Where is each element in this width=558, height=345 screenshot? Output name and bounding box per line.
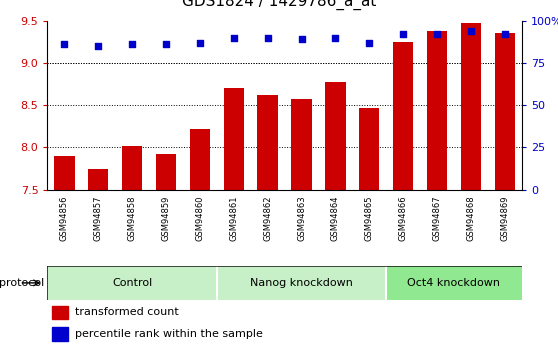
- Bar: [359, 108, 379, 190]
- Text: GSM94869: GSM94869: [501, 196, 509, 241]
- Text: Nanog knockdown: Nanog knockdown: [250, 278, 353, 288]
- Text: transformed count: transformed count: [75, 307, 179, 317]
- Bar: [427, 31, 447, 190]
- Point: [297, 37, 306, 42]
- Bar: [54, 156, 75, 190]
- Text: GSM94864: GSM94864: [331, 196, 340, 241]
- Bar: [47, 266, 217, 300]
- Bar: [325, 81, 345, 190]
- Text: GSM94857: GSM94857: [94, 196, 103, 241]
- Text: Oct4 knockdown: Oct4 knockdown: [407, 278, 501, 288]
- Text: percentile rank within the sample: percentile rank within the sample: [75, 329, 263, 339]
- Bar: [494, 33, 515, 190]
- Text: GSM94863: GSM94863: [297, 196, 306, 241]
- Point: [365, 40, 374, 46]
- Text: GDS1824 / 1429786_a_at: GDS1824 / 1429786_a_at: [182, 0, 376, 10]
- Bar: [291, 99, 312, 190]
- Text: protocol: protocol: [0, 278, 45, 288]
- Text: GSM94867: GSM94867: [432, 196, 441, 241]
- Bar: [88, 169, 108, 190]
- Bar: [122, 146, 142, 190]
- Point: [128, 42, 137, 47]
- Bar: [224, 88, 244, 190]
- Point: [229, 35, 238, 40]
- Point: [195, 40, 204, 46]
- Point: [263, 35, 272, 40]
- Bar: [190, 129, 210, 190]
- Bar: [217, 266, 386, 300]
- Bar: [156, 154, 176, 190]
- Point: [60, 42, 69, 47]
- Text: GSM94866: GSM94866: [398, 196, 408, 241]
- Point: [331, 35, 340, 40]
- Point: [398, 31, 407, 37]
- Bar: [52, 327, 68, 341]
- Text: Control: Control: [112, 278, 152, 288]
- Text: GSM94856: GSM94856: [60, 196, 69, 241]
- Bar: [393, 42, 413, 190]
- Text: GSM94868: GSM94868: [466, 196, 475, 241]
- Bar: [52, 306, 68, 319]
- Text: GSM94862: GSM94862: [263, 196, 272, 241]
- Point: [162, 42, 171, 47]
- Point: [501, 31, 509, 37]
- Bar: [386, 266, 522, 300]
- Point: [466, 28, 475, 33]
- Text: GSM94860: GSM94860: [195, 196, 204, 241]
- Point: [432, 31, 441, 37]
- Text: GSM94858: GSM94858: [128, 196, 137, 241]
- Text: GSM94859: GSM94859: [161, 196, 171, 241]
- Bar: [461, 23, 481, 190]
- Text: GSM94861: GSM94861: [229, 196, 238, 241]
- Text: GSM94865: GSM94865: [365, 196, 374, 241]
- Bar: [257, 95, 278, 190]
- Point: [94, 43, 103, 49]
